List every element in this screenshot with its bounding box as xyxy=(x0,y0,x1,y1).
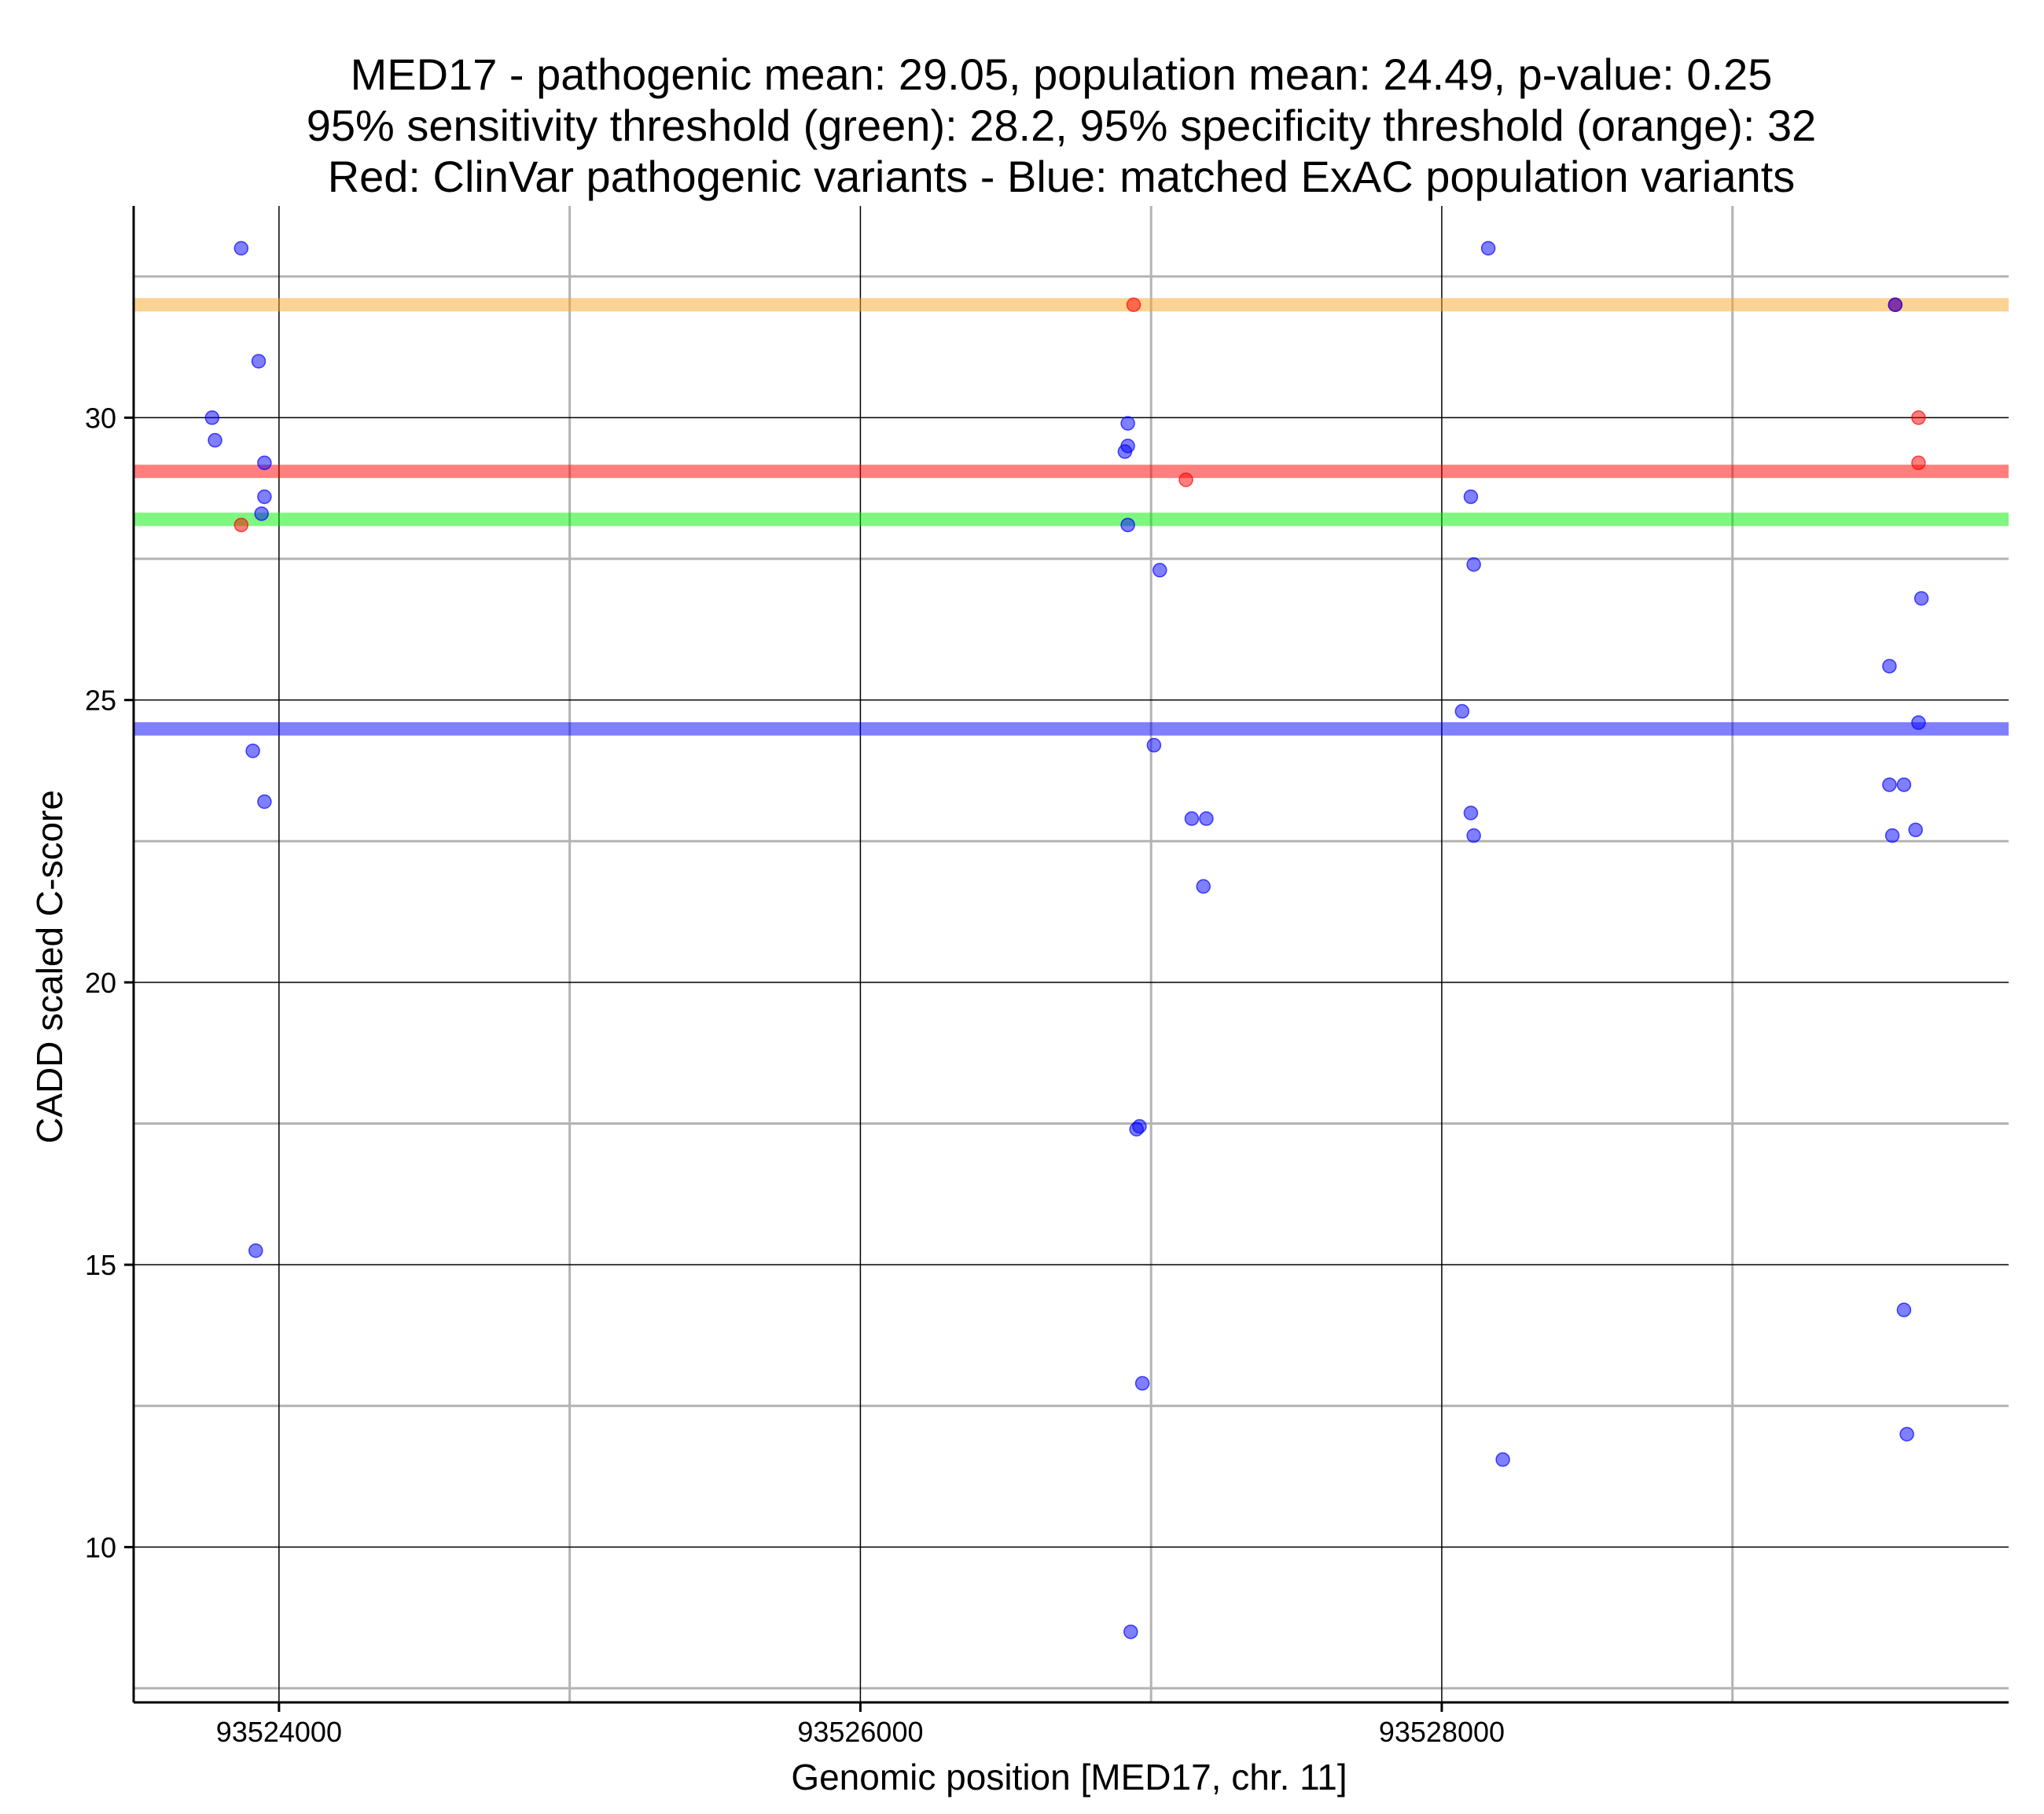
population-point xyxy=(1888,297,1903,312)
title-line-2: 95% sensitivity threshold (green): 28.2,… xyxy=(307,101,1817,150)
population-point xyxy=(257,489,272,505)
chart-title: MED17 - pathogenic mean: 29.05, populati… xyxy=(307,50,1817,201)
population-point xyxy=(1896,777,1912,792)
population-point xyxy=(257,794,272,810)
population-point xyxy=(1129,1122,1144,1137)
y-axis-label: CADD scaled C-score xyxy=(29,790,70,1144)
grid-lines xyxy=(134,206,2009,1702)
population-point xyxy=(254,506,269,521)
population-point xyxy=(1466,556,1481,572)
y-tick-label: 30 xyxy=(85,402,116,434)
population-point xyxy=(245,744,260,758)
x-tick-label: 93526000 xyxy=(797,1716,923,1748)
population-point xyxy=(233,241,249,256)
population-point xyxy=(1134,1375,1150,1391)
population-point xyxy=(1896,1302,1912,1317)
y-tick-label: 20 xyxy=(85,967,116,999)
y-tick-label: 25 xyxy=(85,685,116,717)
population-point xyxy=(1146,737,1162,753)
reference-lines xyxy=(134,298,2009,736)
population-point xyxy=(1184,811,1200,826)
population-point xyxy=(1884,828,1900,843)
x-axis-label: Genomic position [MED17, chr. 11] xyxy=(791,1757,1347,1797)
title-line-1: MED17 - pathogenic mean: 29.05, populati… xyxy=(351,50,1773,99)
population-point xyxy=(208,432,222,448)
population-point xyxy=(1199,811,1214,826)
axes: 93524000 93526000 93528000 10 15 20 25 30 xyxy=(85,206,2009,1748)
population-point xyxy=(1120,416,1135,431)
population-point xyxy=(1480,241,1496,256)
population-point xyxy=(1463,806,1479,821)
population-point xyxy=(1899,1427,1914,1441)
population-point xyxy=(1913,591,1929,606)
data-points xyxy=(204,241,1929,1640)
population-point xyxy=(1466,828,1481,843)
population-point xyxy=(1882,777,1897,792)
y-tick-label: 15 xyxy=(85,1249,116,1281)
population-point xyxy=(1454,703,1470,719)
population-point xyxy=(1117,444,1133,459)
population-point xyxy=(1908,822,1923,838)
pathogenic-point xyxy=(1911,455,1926,471)
population-point xyxy=(251,354,267,369)
population-point xyxy=(248,1243,263,1258)
population-point xyxy=(1196,879,1211,894)
population-point xyxy=(204,410,220,425)
pathogenic-point xyxy=(1911,410,1926,425)
population-point xyxy=(1123,1624,1138,1640)
population-point xyxy=(1495,1452,1510,1467)
population-point xyxy=(1463,489,1479,505)
title-line-3: Red: ClinVar pathogenic variants - Blue:… xyxy=(328,152,1796,201)
x-tick-label: 93528000 xyxy=(1379,1716,1505,1748)
x-tick-label: 93524000 xyxy=(216,1716,342,1748)
population-point xyxy=(1120,517,1135,533)
pathogenic-point xyxy=(1126,297,1141,312)
population-point xyxy=(257,455,272,471)
population-point xyxy=(1882,659,1897,674)
y-tick-label: 10 xyxy=(85,1531,116,1563)
population-point xyxy=(1153,563,1167,578)
pathogenic-point xyxy=(1178,472,1193,487)
population-point xyxy=(1911,715,1926,730)
pathogenic-point xyxy=(233,517,249,533)
